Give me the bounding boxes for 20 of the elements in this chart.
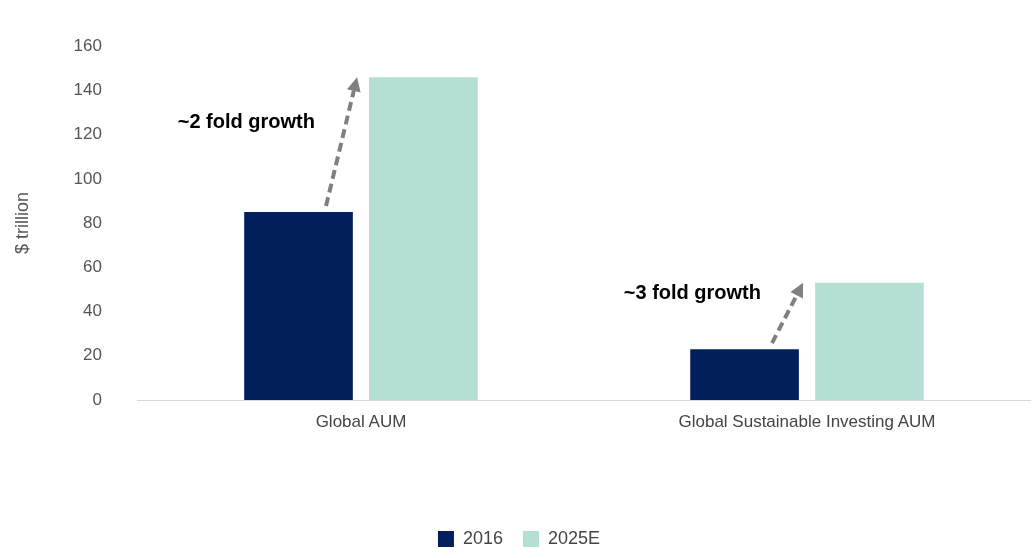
y-axis-title: $ trillion	[11, 192, 32, 255]
annotation: ~3 fold growth	[623, 281, 761, 304]
y-tick-label: 100	[73, 168, 102, 188]
bar	[690, 349, 799, 400]
y-tick-label: 60	[83, 257, 102, 277]
y-tick-label: 120	[73, 124, 102, 144]
x-tick-label: Global AUM	[315, 411, 407, 431]
x-tick-label: Global Sustainable Investing AUM	[678, 411, 936, 431]
y-tick-label: 20	[83, 345, 102, 365]
y-tick-label: 80	[83, 212, 102, 232]
y-tick-label: 40	[83, 301, 102, 321]
bar	[815, 282, 924, 400]
annotation: ~2 fold growth	[177, 110, 315, 133]
legend-label: 2025E	[548, 527, 601, 548]
y-tick-label: 160	[73, 35, 102, 55]
legend-label: 2016	[462, 527, 503, 548]
y-tick-label: 140	[73, 80, 102, 100]
y-tick-label: 0	[92, 389, 102, 409]
bar	[369, 77, 478, 400]
bar	[244, 212, 353, 400]
